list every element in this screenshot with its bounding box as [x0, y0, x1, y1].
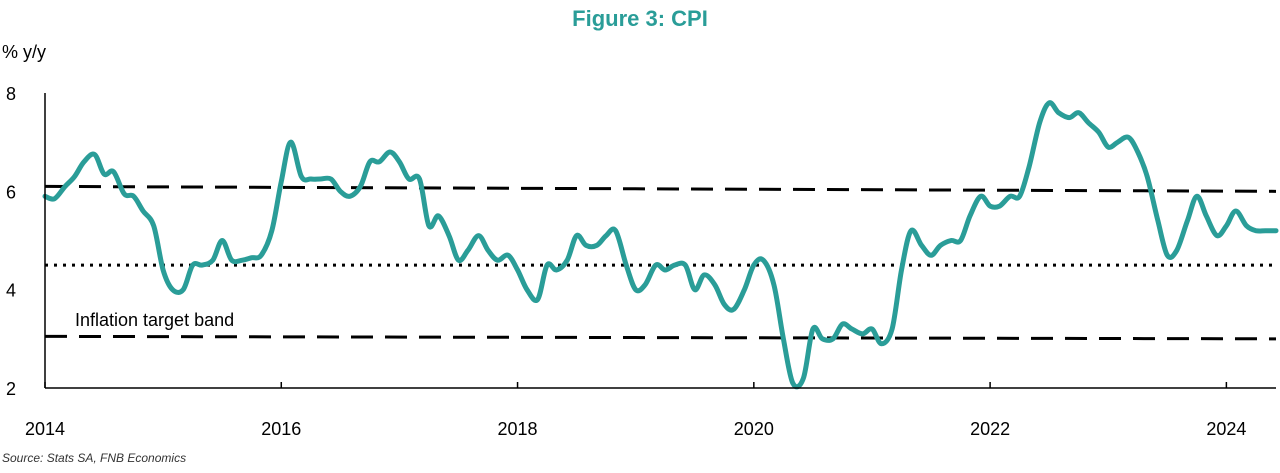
x-tick-label: 2020 [734, 419, 774, 439]
x-tick-label: 2016 [261, 419, 301, 439]
y-axis-ticks: 2 4 6 8 [6, 84, 16, 399]
band-line-lower-band [44, 334, 1277, 341]
chart-title: Figure 3: CPI [572, 6, 708, 31]
y-tick-label: 6 [6, 182, 16, 202]
y-tick-label: 8 [6, 84, 16, 104]
x-tick-label: 2022 [970, 419, 1010, 439]
x-tick-label: 2014 [25, 419, 65, 439]
y-axis-label: % y/y [2, 42, 46, 62]
y-tick-label: 2 [6, 379, 16, 399]
x-tick-label: 2024 [1206, 419, 1246, 439]
source-note: Source: Stats SA, FNB Economics [2, 451, 186, 465]
x-axis-ticks: 2014 2016 2018 2020 2022 2024 [25, 382, 1246, 439]
band-annotation: Inflation target band [75, 310, 234, 330]
y-tick-label: 4 [6, 281, 16, 301]
band-line-upper-band [44, 184, 1277, 193]
inflation-target-band [44, 184, 1277, 341]
series-line-cpi [42, 100, 1279, 390]
x-tick-label: 2018 [498, 419, 538, 439]
series-group [42, 100, 1279, 390]
